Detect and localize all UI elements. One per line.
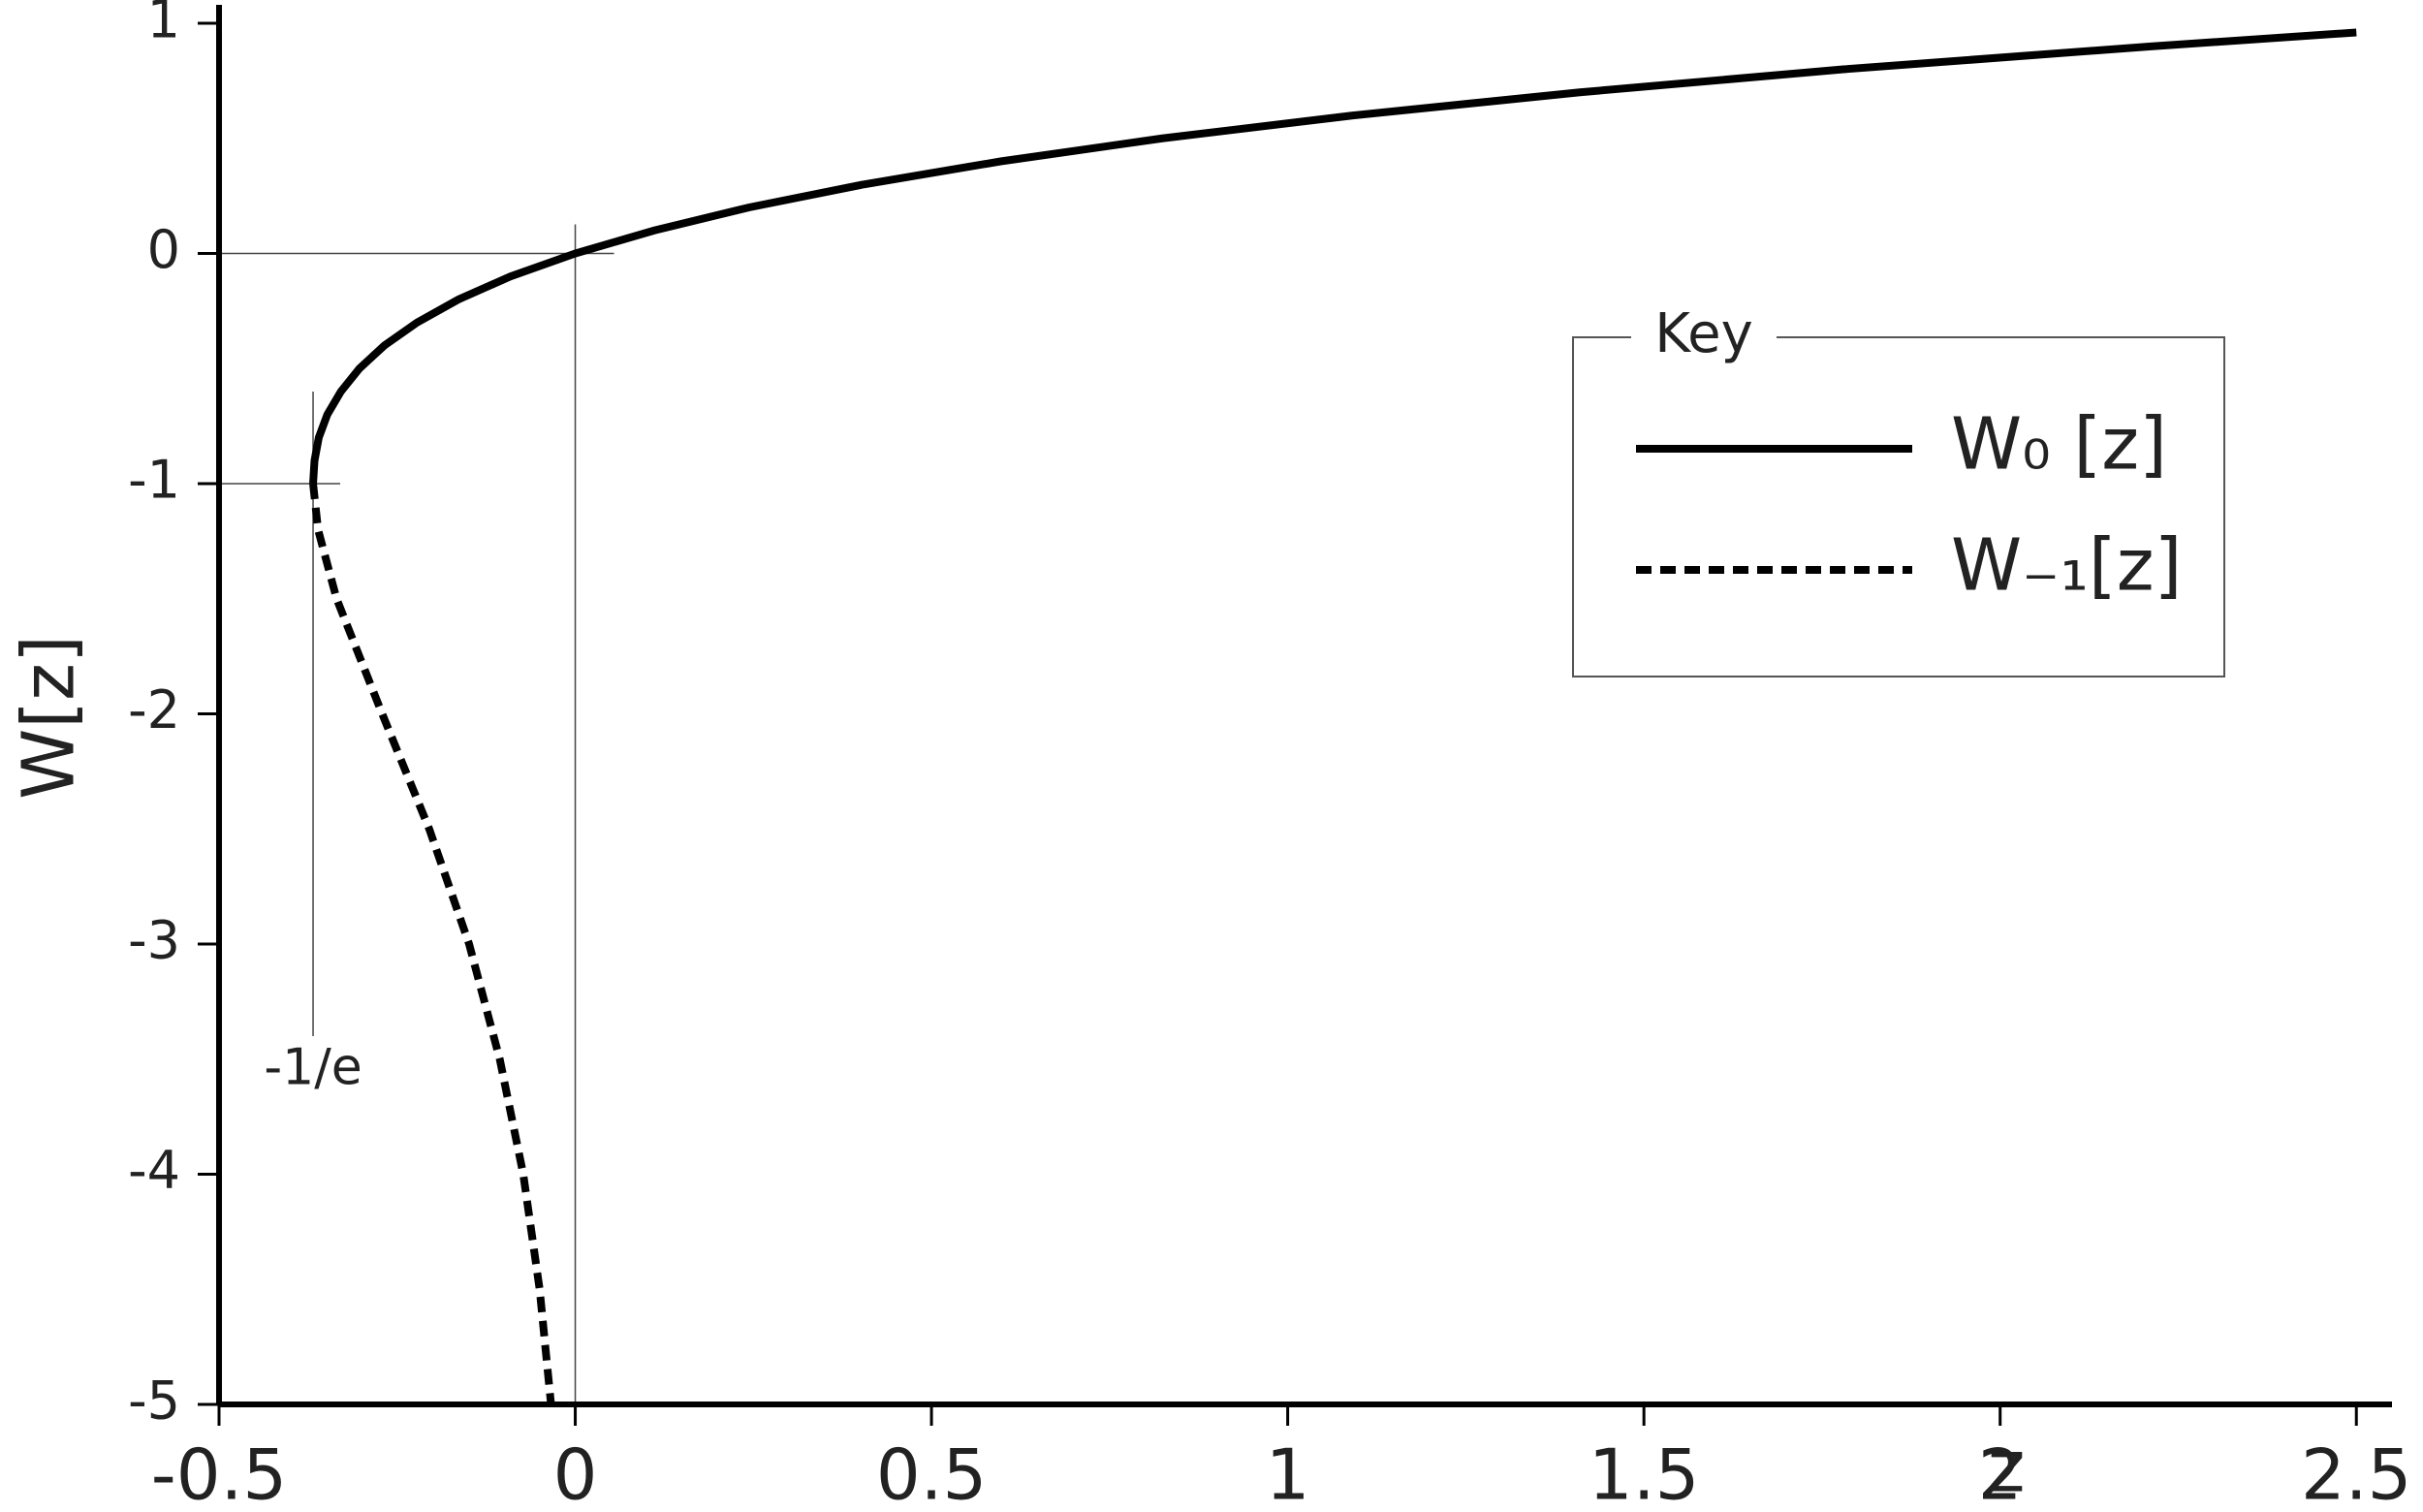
annotation: -1/e — [264, 1039, 362, 1097]
y-tick-label: -1 — [128, 450, 180, 511]
x-tick-label: 1 — [1266, 1434, 1310, 1512]
legend-label: W₀ [z] — [1951, 403, 2167, 487]
y-axis-label: W[z] — [8, 635, 91, 800]
y-tick-label: 0 — [147, 219, 180, 280]
x-tick-label: 0 — [553, 1434, 598, 1512]
x-axis-label: z — [1988, 1426, 2026, 1509]
line-series — [309, 28, 2357, 485]
legend-title: Key — [1654, 302, 1753, 365]
y-tick-label: -2 — [128, 679, 180, 740]
x-tick-label: 0.5 — [876, 1434, 988, 1512]
x-tick-label: -0.5 — [151, 1434, 287, 1512]
legend-title-bg — [1631, 328, 1777, 347]
y-tick-label: -4 — [128, 1140, 180, 1201]
line-series — [309, 483, 555, 1405]
legend-label: W₋₁[z] — [1951, 524, 2182, 608]
y-tick-label: -5 — [128, 1370, 180, 1432]
y-tick-label: 1 — [147, 0, 180, 50]
y-tick-label: -3 — [128, 910, 180, 971]
legend-box — [1572, 336, 2225, 677]
x-tick-label: 2 — [1978, 1434, 2023, 1512]
x-tick-label: 2.5 — [2301, 1434, 2412, 1512]
x-tick-label: 1.5 — [1589, 1434, 1700, 1512]
